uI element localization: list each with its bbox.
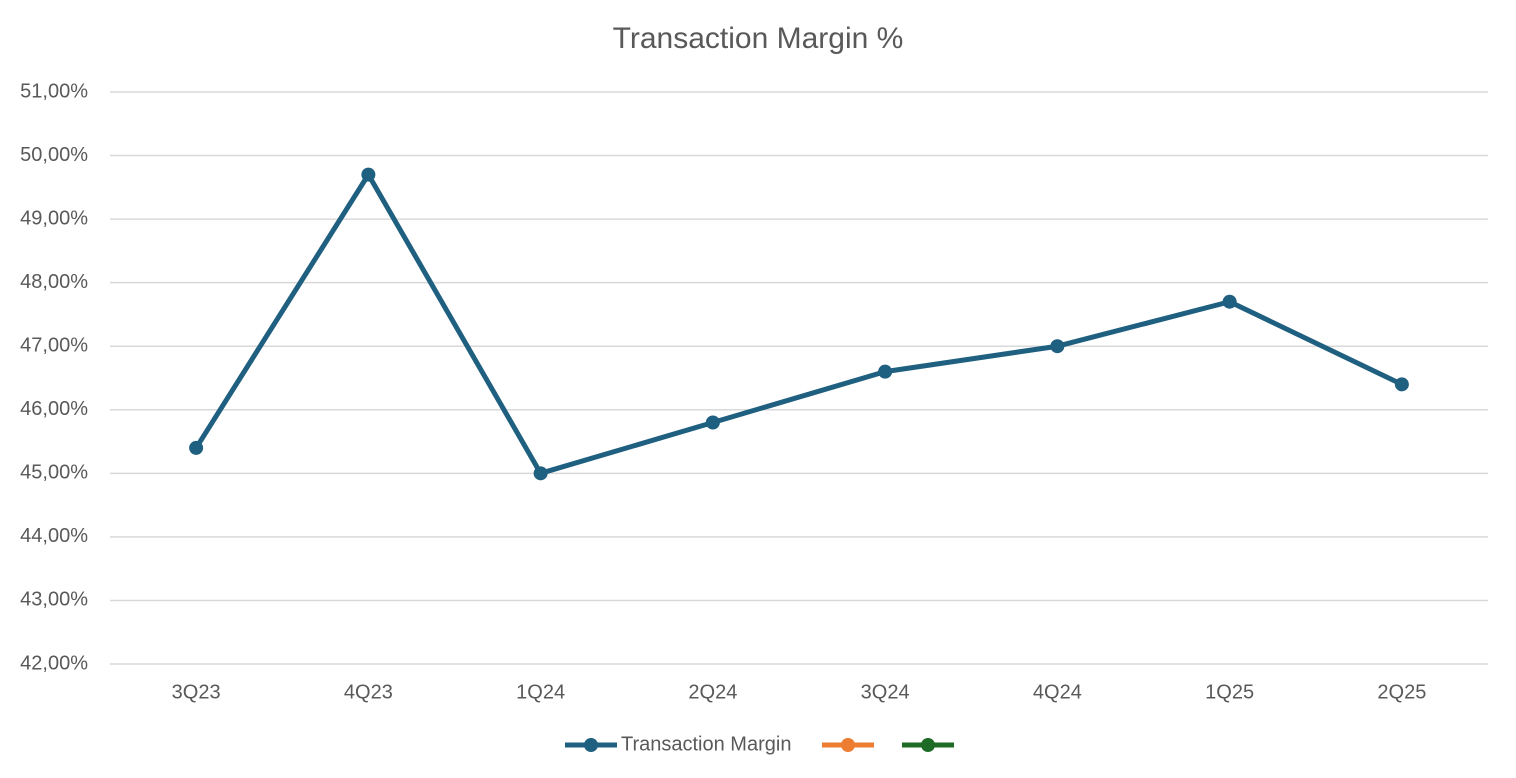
y-tick-label: 44,00% [20, 525, 88, 547]
x-tick-label: 1Q24 [516, 681, 565, 703]
x-tick-label: 1Q25 [1205, 681, 1254, 703]
legend-marker [921, 738, 935, 752]
x-tick-label: 2Q25 [1377, 681, 1426, 703]
x-tick-label: 3Q23 [172, 681, 221, 703]
y-tick-label: 45,00% [20, 462, 88, 484]
point-marker [1222, 294, 1237, 309]
y-tick-label: 47,00% [20, 335, 88, 357]
y-tick-label: 43,00% [20, 589, 88, 611]
point-marker [533, 466, 548, 481]
point-marker [705, 415, 720, 430]
y-tick-label: 48,00% [20, 271, 88, 293]
series-line [194, 172, 1403, 476]
y-tick-label: 49,00% [20, 207, 88, 229]
chart-title: Transaction Margin % [613, 22, 904, 55]
point-marker [189, 440, 204, 455]
y-tick-label: 46,00% [20, 398, 88, 420]
point-marker [1394, 377, 1409, 392]
legend-marker [841, 738, 855, 752]
point-marker [361, 167, 376, 182]
x-tick-label: 4Q24 [1033, 681, 1082, 703]
legend-label: Transaction Margin [621, 733, 791, 755]
x-tick-label: 4Q23 [344, 681, 393, 703]
point-marker [1050, 339, 1065, 354]
y-tick-label: 50,00% [20, 144, 88, 166]
y-tick-label: 42,00% [20, 652, 88, 674]
y-tick-label: 51,00% [20, 80, 88, 102]
x-tick-label: 3Q24 [861, 681, 910, 703]
point-marker [878, 364, 893, 379]
x-tick-label: 2Q24 [688, 681, 737, 703]
legend-marker [584, 738, 598, 752]
